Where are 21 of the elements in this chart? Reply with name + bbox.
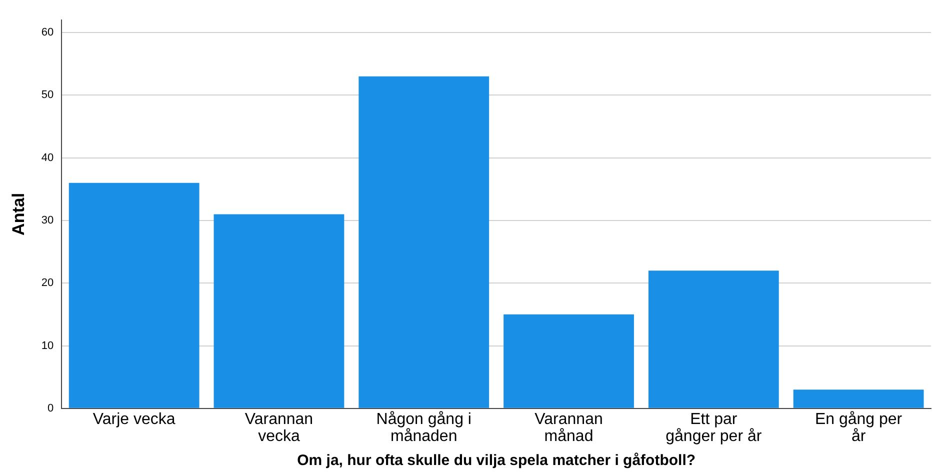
bar: [358, 76, 490, 408]
x-tick-label: Varannan månad: [534, 411, 603, 446]
y-axis-title: Antal: [8, 192, 28, 236]
bar: [68, 182, 200, 408]
x-tick-label: Någon gång i månaden: [376, 411, 472, 446]
x-tick-label: Varje vecka: [92, 411, 176, 428]
y-tick-label: 10: [41, 340, 54, 352]
x-tick-label: Varannan vecka: [244, 411, 314, 446]
y-tick-label: 20: [41, 277, 54, 290]
y-tick-label: 60: [41, 26, 54, 39]
bar: [793, 390, 924, 408]
y-tick-label: 30: [41, 214, 54, 226]
bar: [648, 270, 779, 408]
x-tick-label: En gång per år: [814, 411, 903, 446]
x-tick-label: Ett par gånger per år: [666, 411, 762, 446]
y-tick-label: 0: [48, 402, 54, 414]
x-axis-title: Om ja, hur ofta skulle du vilja spela matcher i gåfotboll?: [297, 452, 696, 470]
y-tick-label: 40: [41, 152, 54, 164]
y-tick-label: 50: [41, 89, 54, 102]
bar: [504, 314, 634, 408]
bar: [214, 214, 344, 408]
